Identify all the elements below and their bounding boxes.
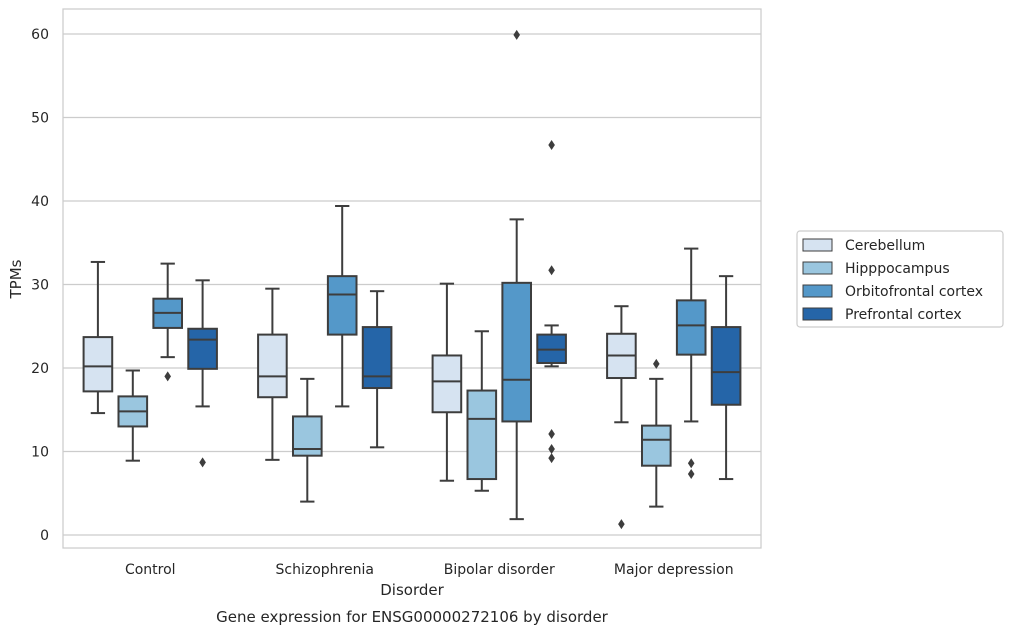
box-cerebellum [82,260,114,415]
box-iqr [710,326,742,406]
legend-swatch [802,307,833,321]
outlier-point [513,29,520,40]
outlier-point [164,371,171,382]
x-axis-ticks: Control Schizophrenia Bipolar disorder Majo… [125,562,734,578]
legend-label: Prefrontal cortex [845,307,962,323]
box-cerebellum [431,282,463,482]
box-iqr [466,389,498,481]
outlier-point [687,469,695,480]
box-hipppocampus [640,358,672,508]
legend: Cerebellum Hipppocampus Orbitofrontal cort… [796,230,1004,328]
outlier-point [687,458,695,469]
y-tick-label: 10 [31,445,49,461]
box-iqr [675,299,707,356]
box-orbitofrontal-cortex [326,205,358,408]
y-axis-label: TPMs [7,259,25,299]
box-prefrontal-cortex [710,275,742,481]
box-iqr [361,326,393,390]
box-prefrontal-cortex [536,140,567,464]
outlier-point [548,265,555,276]
legend-label: Orbitofrontal cortex [845,284,983,300]
plot-area-frame [62,8,762,549]
box-iqr [326,275,358,336]
box-cerebellum [606,305,637,530]
box-iqr [431,354,463,414]
box-iqr [640,424,672,467]
y-tick-label: 0 [40,528,49,544]
box-prefrontal-cortex [361,290,393,449]
outlier-point [548,443,555,454]
y-tick-label: 60 [31,27,49,43]
legend-swatch [802,284,833,298]
legend-label: Hipppocampus [845,261,950,277]
box-iqr [187,327,218,370]
box-hipppocampus [291,377,323,503]
y-tick-label: 50 [31,111,49,127]
grid-lines [63,33,761,536]
box-orbitofrontal-cortex [501,29,533,521]
boxes [82,29,742,530]
legend-frame [796,230,1004,328]
x-tick-label: Major depression [614,562,734,578]
box-hipppocampus [466,330,498,492]
y-axis-ticks: 0 10 20 30 40 50 60 [31,27,49,544]
outlier-point [618,519,625,530]
box-hipppocampus [117,369,149,462]
outlier-point [653,358,660,369]
outlier-point [548,453,555,464]
box-iqr [82,336,114,393]
chart-caption: Gene expression for ENSG00000272106 by d… [216,608,609,626]
box-orbitofrontal-cortex [675,247,707,480]
outlier-point [199,457,206,468]
x-tick-label: Control [125,562,176,578]
outlier-point [548,140,555,151]
box-iqr [257,333,288,399]
x-tick-label: Schizophrenia [276,562,374,578]
x-tick-label: Bipolar disorder [444,562,555,578]
legend-swatch [802,261,833,275]
box-orbitofrontal-cortex [152,262,184,382]
y-tick-label: 30 [31,278,49,294]
legend-swatch [802,238,833,252]
y-tick-label: 40 [31,194,49,210]
box-iqr [501,281,533,423]
box-prefrontal-cortex [187,279,218,468]
legend-label: Cerebellum [845,238,925,254]
x-axis-label: Disorder [380,581,444,599]
outlier-point [548,428,555,439]
box-cerebellum [257,287,288,461]
y-tick-label: 20 [31,361,49,377]
